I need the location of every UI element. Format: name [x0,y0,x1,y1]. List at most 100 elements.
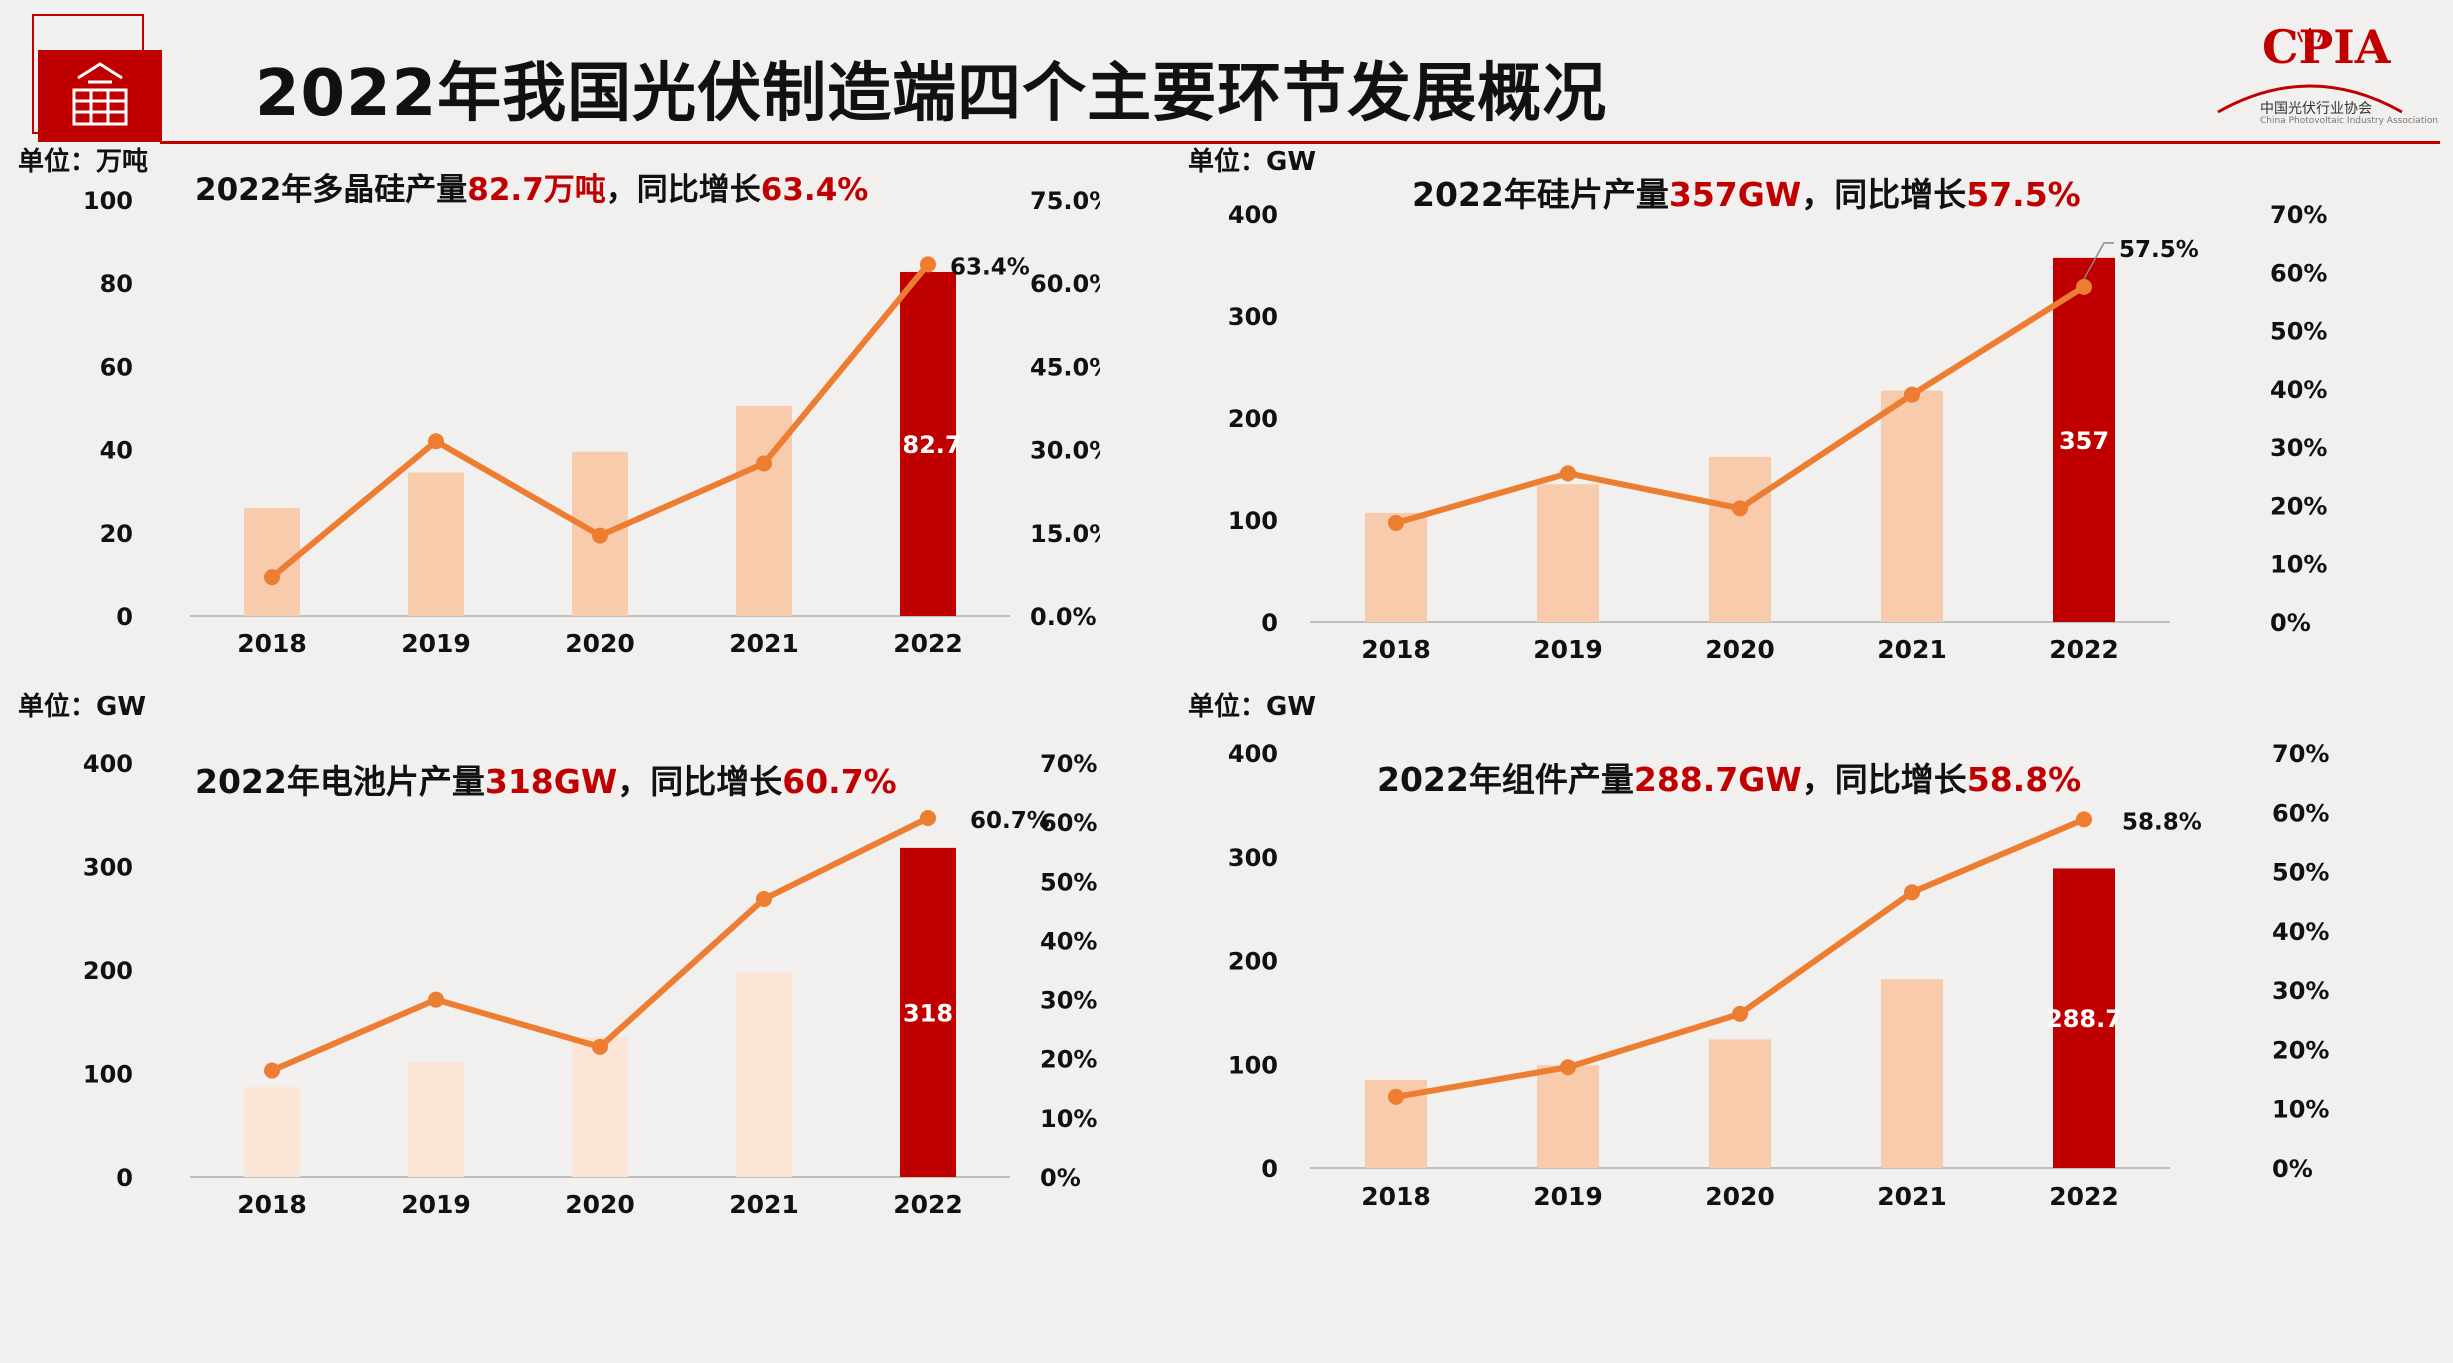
bar-2020 [1709,1039,1771,1168]
solar-panel-icon [38,50,162,142]
chart-title-part: ，同比增长 [1802,760,1967,799]
bar-2020 [1709,456,1771,622]
y2-tick-label: 10% [2272,1096,2329,1124]
growth-point-2019 [428,433,444,450]
y-tick-label: 0 [1261,1155,1278,1183]
bar-value-label: 82.7 [902,431,961,459]
y-tick-label: 300 [1228,844,1278,872]
unit-label: 单位：GW [18,691,146,722]
growth-point-2021 [756,455,772,472]
bar-2022 [900,847,956,1177]
y-tick-label: 400 [1228,740,1278,768]
y2-tick-label: 50% [2272,859,2329,887]
growth-point-2019 [428,991,444,1008]
x-tick-label: 2022 [893,1190,963,1219]
bar-2019 [1537,1065,1599,1168]
bar-value-label: 318 [903,999,953,1027]
y-tick-label: 200 [1228,948,1278,976]
chart-title: 2022年组件产量288.7GW，同比增长58.8% [1377,760,2081,799]
x-tick-label: 2018 [1361,635,1431,664]
y-tick-label: 200 [83,957,133,985]
growth-line [270,815,930,1074]
x-tick-label: 2020 [1705,635,1775,664]
y2-tick-label: 30.0% [1030,437,1100,465]
y-tick-label: 60 [100,353,133,381]
y-tick-label: 300 [1228,303,1278,331]
chart-title-part: 63.4% [761,172,869,208]
chart-title-part: 288.7GW [1634,760,1802,799]
bar-2019 [408,472,464,616]
growth-point-2021 [756,891,772,908]
growth-point-2020 [592,527,608,544]
growth-point-2018 [264,1062,280,1079]
chart-title-part: 58.8% [1967,760,2082,799]
chart-title-part: 357GW [1669,175,1801,214]
x-tick-label: 2021 [1877,1182,1947,1211]
growth-value-label: 57.5% [2119,237,2199,263]
y2-tick-label: 70% [2270,201,2327,229]
growth-point-2022 [2076,278,2092,295]
growth-point-2019 [1560,1059,1576,1076]
chart-title-part: 2022年组件产量 [1377,760,1634,799]
y2-tick-label: 45.0% [1030,353,1100,381]
chart-wafer: 单位：GW2022年硅片产量357GW，同比增长57.5%01002003004… [1188,146,2327,664]
growth-point-2022 [2076,811,2092,828]
chart-title: 2022年多晶硅产量82.7万吨，同比增长63.4% [195,172,868,208]
panel-cell: 单位：GW 2022年电池片产量318GW，同比增长60.7% 0 100 200 300… [0,685,1100,1245]
y2-tick-label: 60% [2272,799,2329,827]
y-tick-label: 400 [83,750,133,778]
chart-title-part: 2022年多晶硅产量 [195,172,467,208]
y-tick-label: 300 [83,854,133,882]
bar-2022 [900,271,956,616]
y-tick-label: 80 [100,270,133,298]
panel-module: 单位：GW 2022年组件产量288.7GW，同比增长58.8% 0 100 200 30… [1170,685,2453,1245]
x-tick-label: 2019 [1533,1182,1603,1211]
x-tick-label: 2020 [1705,1182,1775,1211]
x-tick-label: 2018 [1361,1182,1431,1211]
x-tick-label: 2021 [729,629,799,658]
y2-tick-label: 60% [2270,259,2327,287]
y2-tick-label: 50% [1040,868,1097,896]
chart-title-part: 57.5% [1966,175,2081,214]
y2-tick-label: 10% [1040,1105,1097,1133]
x-tick-label: 2022 [2049,635,2119,664]
growth-point-2018 [1388,514,1404,531]
y-tick-label: 0 [116,1164,133,1192]
y2-tick-label: 50% [2270,318,2327,346]
chart-title-part: 82.7万吨 [467,172,606,208]
y2-tick-label: 0.0% [1030,603,1097,631]
bar-2018 [1365,512,1427,622]
chart-title-part: ，同比增长 [617,762,782,801]
bar-2018 [244,1086,300,1177]
y-tick-label: 400 [1228,201,1278,229]
growth-point-2020 [592,1038,608,1055]
chart-title: 2022年硅片产量357GW，同比增长57.5% [1412,175,2081,214]
bar-2019 [408,1062,464,1177]
y2-tick-label: 40% [2270,376,2327,404]
growth-point-2021 [1904,884,1920,901]
bar-2021 [1881,390,1943,622]
y2-tick-label: 60% [1040,809,1097,837]
growth-value-label: 60.7% [970,808,1050,834]
panel-wafer: 单位：GW 2022年硅片产量357GW，同比增长57.5% 0 100 200 300 4… [1170,140,2453,680]
bar-2022 [2053,868,2115,1168]
y2-tick-label: 0% [1040,1164,1081,1192]
growth-point-2020 [1732,500,1748,517]
y-tick-label: 100 [83,187,133,215]
bar-2020 [572,1037,628,1177]
x-tick-label: 2020 [565,1190,635,1219]
chart-title: 2022年电池片产量318GW，同比增长60.7% [195,762,897,801]
growth-value-label: 58.8% [2122,809,2202,835]
y2-tick-label: 60.0% [1030,270,1100,298]
page-title: 2022年我国光伏制造端四个主要环节发展概况 [255,57,1608,131]
title-divider [160,141,2440,144]
panel-polysilicon: 单位：万吨 2022年多晶硅产量82.7万吨，同比增长63.4% 0 20 40 60 80… [0,140,1113,680]
cpia-logo-text: CPIA [2262,20,2391,74]
chart-title-part: 60.7% [782,762,897,801]
unit-label: 单位：万吨 [18,146,148,177]
growth-value-label: 63.4% [950,254,1030,280]
cpia-logo-subtitle-en: China Photovoltaic Industry Association [2260,116,2439,126]
chart-title-part: ，同比增长 [1801,175,1966,214]
chart-title-part: 2022年电池片产量 [195,762,485,801]
